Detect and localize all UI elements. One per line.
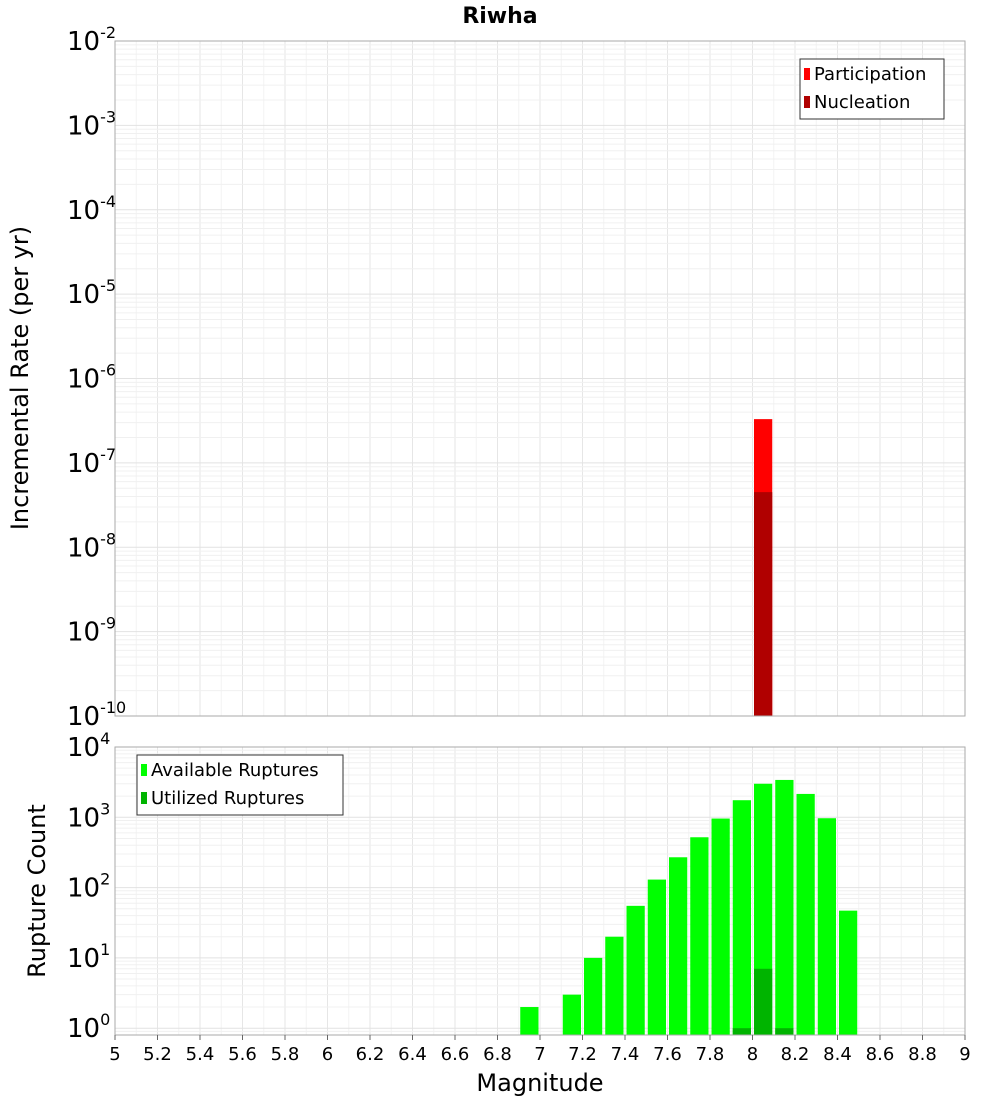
rupture-count-bar-available-ruptures xyxy=(775,779,794,1035)
magnitude-axis-label: Magnitude xyxy=(476,1069,603,1097)
legend-swatch xyxy=(141,764,147,776)
rate-chart-frame xyxy=(114,40,966,717)
x-tick-label: 7.4 xyxy=(611,1044,640,1065)
x-tick-label: 5.4 xyxy=(186,1044,215,1065)
rupture-count-bar-utilized-ruptures xyxy=(754,968,773,1035)
y-tick-label: 104 xyxy=(67,729,110,763)
x-tick-label: 6.6 xyxy=(441,1044,470,1065)
rate-chart-y-ticks: 10-2 10-3 10-4 10-5 10-6 10-7 10-8 10-9 10-10 xyxy=(67,23,126,732)
y-tick-label: 10-9 xyxy=(67,614,116,648)
legend-swatch xyxy=(804,96,810,108)
x-tick-label: 8.6 xyxy=(866,1044,895,1065)
magnitude-axis-ticks: 5 5.2 5.4 5.6 5.8 6 6.2 6.4 6.6 6.8 7 7.2 7.4 7.6 7.8 8… xyxy=(109,1035,971,1065)
rupture-count-bar-available-ruptures xyxy=(690,837,709,1035)
x-tick-label: 5 xyxy=(109,1044,120,1065)
x-tick-label: 8.4 xyxy=(823,1044,852,1065)
x-tick-label: 8 xyxy=(747,1044,758,1065)
y-tick-label: 10-2 xyxy=(67,23,116,57)
legend-box xyxy=(136,754,344,816)
rate-chart-legend: Participation Nucleation xyxy=(799,58,945,120)
x-tick-label: 5.8 xyxy=(271,1044,300,1065)
y-tick-label: 101 xyxy=(67,940,110,974)
y-tick-label: 100 xyxy=(67,1010,110,1044)
chart-title: Riwha xyxy=(462,4,537,29)
y-tick-label: 102 xyxy=(67,870,110,904)
rupture-count-chart-legend: Available Ruptures Utilized Ruptures xyxy=(136,754,344,816)
rupture-count-chart-bars xyxy=(520,779,858,1035)
y-tick-label: 10-6 xyxy=(67,361,116,395)
rupture-count-bar-available-ruptures xyxy=(732,800,751,1035)
rupture-count-chart-y-label: Rupture Count xyxy=(23,804,51,978)
rupture-count-bar-available-ruptures xyxy=(711,818,730,1035)
rate-chart-bars xyxy=(754,419,773,716)
rate-chart: 10-2 10-3 10-4 10-5 10-6 10-7 10-8 10-9 10-10 In… xyxy=(6,23,966,732)
x-tick-label: 7.2 xyxy=(568,1044,597,1065)
rate-bar-nucleation xyxy=(754,492,773,716)
x-tick-label: 7.8 xyxy=(696,1044,725,1065)
legend-box xyxy=(799,58,945,120)
x-tick-label: 7 xyxy=(534,1044,545,1065)
x-tick-label: 8.2 xyxy=(781,1044,810,1065)
y-tick-label: 10-4 xyxy=(67,192,116,226)
y-tick-label: 10-8 xyxy=(67,529,116,563)
x-tick-label: 6.8 xyxy=(483,1044,512,1065)
x-tick-label: 5.6 xyxy=(228,1044,257,1065)
rupture-count-bar-available-ruptures xyxy=(520,1007,539,1035)
rupture-count-bar-available-ruptures xyxy=(626,905,645,1035)
y-tick-label: 103 xyxy=(67,799,110,833)
rupture-count-bar-available-ruptures xyxy=(562,994,581,1035)
legend-label: Nucleation xyxy=(814,92,910,113)
rupture-count-bar-available-ruptures xyxy=(817,818,836,1035)
rate-chart-y-label: Incremental Rate (per yr) xyxy=(6,226,34,530)
legend-label: Utilized Ruptures xyxy=(151,788,304,809)
y-tick-label: 10-3 xyxy=(67,107,116,141)
rupture-count-bar-available-ruptures xyxy=(605,936,624,1035)
rupture-count-bar-utilized-ruptures xyxy=(775,1028,794,1035)
x-tick-label: 6.4 xyxy=(398,1044,427,1065)
rupture-count-bar-available-ruptures xyxy=(839,910,858,1035)
rupture-count-bar-utilized-ruptures xyxy=(732,1028,751,1035)
y-tick-label: 10-7 xyxy=(67,445,116,479)
rupture-count-chart-y-ticks: 104 103 102 101 100 xyxy=(67,729,110,1044)
x-tick-label: 6.2 xyxy=(356,1044,385,1065)
legend-swatch xyxy=(804,68,810,80)
rupture-count-bar-available-ruptures xyxy=(796,793,815,1035)
x-tick-label: 9 xyxy=(959,1044,970,1065)
y-tick-label: 10-10 xyxy=(67,698,126,732)
x-tick-label: 8.8 xyxy=(908,1044,937,1065)
rupture-count-chart: 104 103 102 101 100 5 5.2 5.4 5.6 5.8 6 6.2 6.4 6.6 6… xyxy=(23,729,971,1097)
x-tick-label: 6 xyxy=(322,1044,333,1065)
rupture-count-bar-available-ruptures xyxy=(584,957,603,1035)
legend-label: Available Ruptures xyxy=(151,760,319,781)
rate-chart-grid xyxy=(114,41,966,717)
x-tick-label: 5.2 xyxy=(143,1044,172,1065)
y-tick-label: 10-5 xyxy=(67,276,116,310)
x-tick-label: 7.6 xyxy=(653,1044,682,1065)
legend-swatch xyxy=(141,792,147,804)
rupture-count-bar-available-ruptures xyxy=(647,879,666,1035)
legend-label: Participation xyxy=(814,64,926,85)
rupture-count-bar-available-ruptures xyxy=(669,857,688,1035)
